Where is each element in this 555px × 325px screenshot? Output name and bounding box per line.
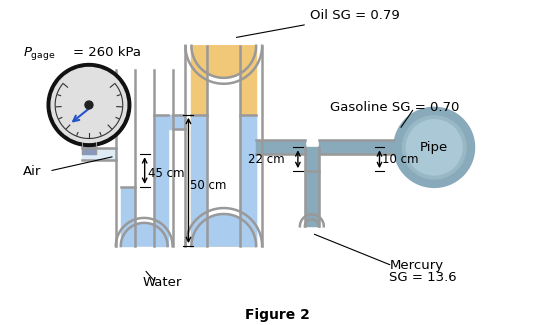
- Circle shape: [47, 64, 131, 146]
- Polygon shape: [240, 115, 256, 246]
- Polygon shape: [168, 115, 185, 129]
- Text: Mercury: Mercury: [390, 259, 443, 272]
- Text: 50 cm: 50 cm: [190, 179, 227, 192]
- Polygon shape: [154, 115, 168, 246]
- Polygon shape: [191, 46, 208, 246]
- Text: 45 cm: 45 cm: [148, 167, 184, 180]
- Polygon shape: [305, 219, 319, 226]
- Polygon shape: [256, 140, 305, 154]
- Polygon shape: [191, 115, 208, 246]
- Polygon shape: [121, 223, 168, 246]
- FancyBboxPatch shape: [82, 142, 96, 154]
- Circle shape: [406, 120, 462, 175]
- Text: Oil SG = 0.79: Oil SG = 0.79: [236, 9, 400, 37]
- Text: Figure 2: Figure 2: [245, 308, 310, 322]
- Polygon shape: [82, 149, 116, 160]
- Polygon shape: [319, 140, 395, 154]
- Text: 22 cm: 22 cm: [248, 153, 285, 166]
- Text: $P_{\rm gage}$: $P_{\rm gage}$: [23, 45, 56, 62]
- Polygon shape: [191, 46, 256, 78]
- Text: 10 cm: 10 cm: [382, 153, 419, 166]
- Circle shape: [402, 116, 466, 179]
- Polygon shape: [191, 214, 256, 246]
- Polygon shape: [305, 171, 319, 226]
- Text: Pipe: Pipe: [420, 141, 448, 154]
- Circle shape: [85, 101, 93, 109]
- Text: = 260 kPa: = 260 kPa: [73, 46, 141, 58]
- Polygon shape: [191, 214, 256, 246]
- Polygon shape: [305, 148, 319, 171]
- Polygon shape: [240, 46, 256, 246]
- Text: SG = 13.6: SG = 13.6: [390, 271, 457, 284]
- Polygon shape: [121, 187, 135, 246]
- Text: Gasoline SG = 0.70: Gasoline SG = 0.70: [330, 101, 459, 114]
- Circle shape: [51, 68, 127, 142]
- Text: Air: Air: [23, 164, 42, 177]
- Circle shape: [395, 108, 474, 187]
- Text: Water: Water: [143, 276, 182, 289]
